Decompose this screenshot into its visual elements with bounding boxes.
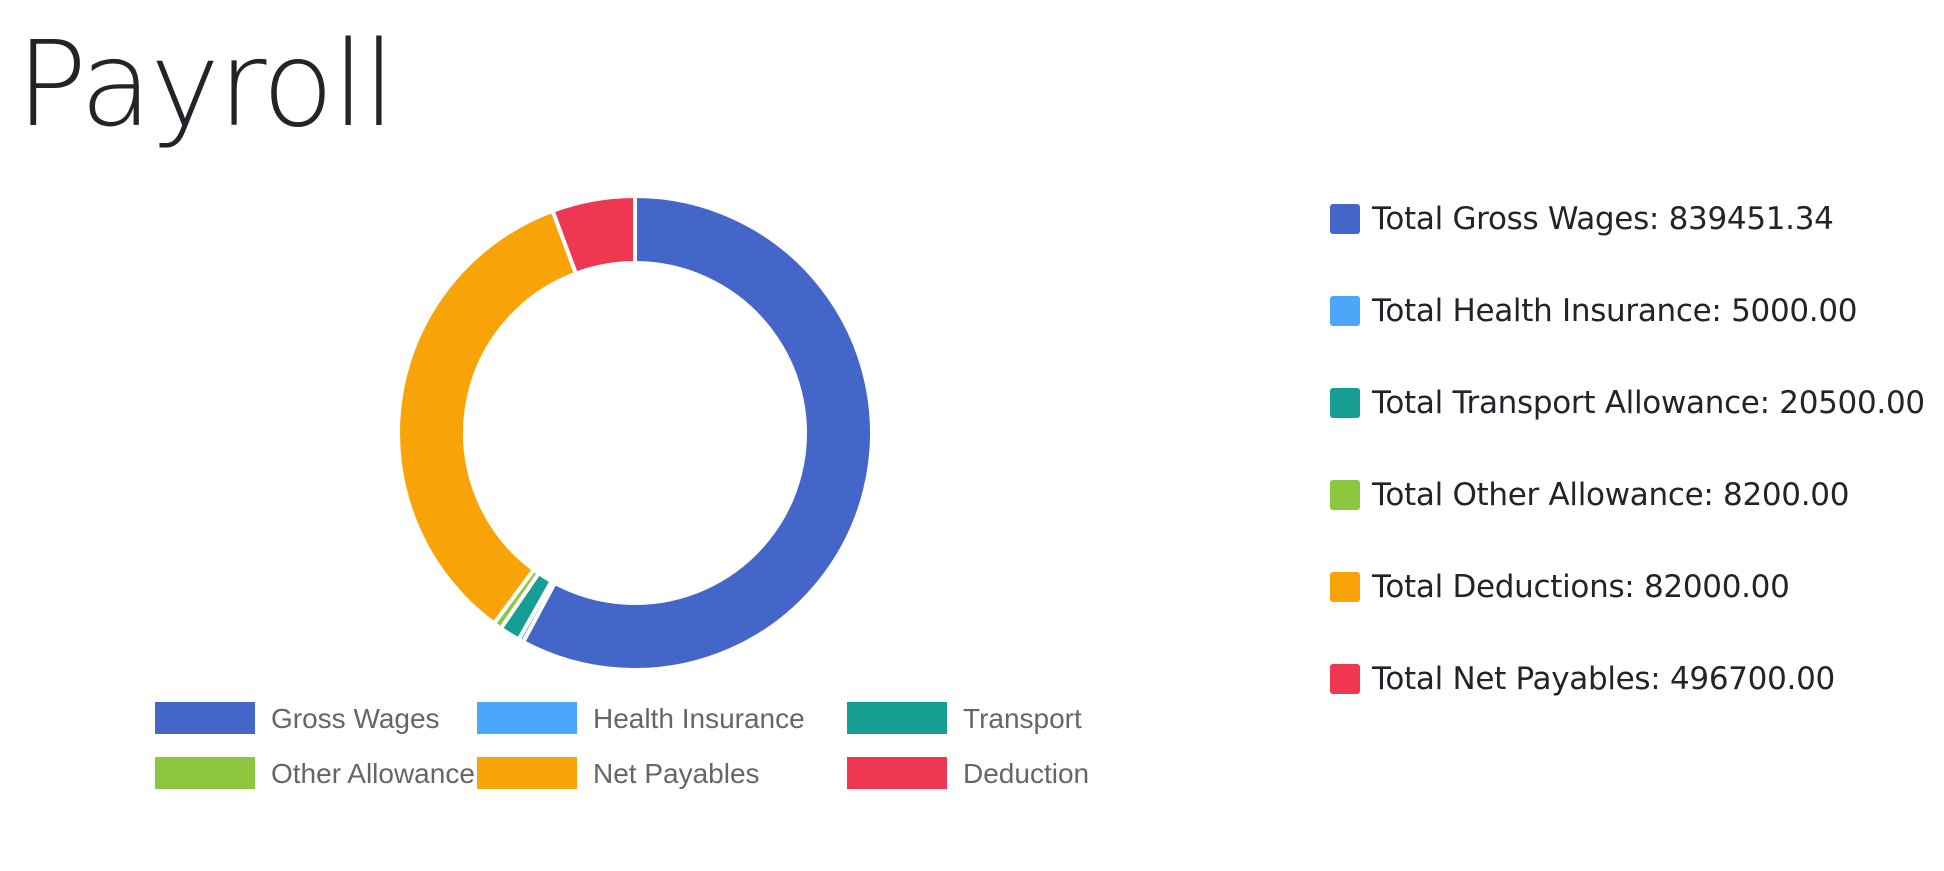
summary-transport-allowance: Total Transport Allowance: 20500.00 <box>1330 380 1930 426</box>
legend-item-deduction[interactable]: Deduction <box>847 757 1089 789</box>
legend-swatch-transport <box>847 702 947 734</box>
chart-canvas: Gross Wages Health Insurance Transport Othe… <box>155 193 1089 789</box>
legend-item-net-payables[interactable]: Net Payables <box>477 757 760 789</box>
summary-net-payables-text: Total Net Payables: 496700.00 <box>1372 661 1835 697</box>
legend-label-deduction: Deduction <box>963 758 1089 789</box>
summary-gross-wages-text: Total Gross Wages: 839451.34 <box>1372 201 1834 237</box>
legend-item-gross-wages[interactable]: Gross Wages <box>155 702 440 734</box>
gross-wages-swatch <box>1330 204 1360 234</box>
legend-swatch-gross-wages <box>155 702 255 734</box>
legend-item-health-insurance[interactable]: Health Insurance <box>477 702 805 734</box>
summary-gross-wages: Total Gross Wages: 839451.34 <box>1330 196 1930 242</box>
other-allowance-swatch <box>1330 480 1360 510</box>
summary-other-allowance-text: Total Other Allowance: 8200.00 <box>1372 477 1850 513</box>
net-payables-swatch <box>1330 664 1360 694</box>
health-insurance-swatch <box>1330 296 1360 326</box>
legend-label-transport: Transport <box>963 703 1082 734</box>
slice-deduction[interactable] <box>550 193 637 277</box>
summary-net-payables: Total Net Payables: 496700.00 <box>1330 656 1930 702</box>
slice-net-payables[interactable] <box>396 208 579 627</box>
summary-health-insurance-text: Total Health Insurance: 5000.00 <box>1372 293 1858 329</box>
summary-deductions: Total Deductions: 82000.00 <box>1330 564 1930 610</box>
slice-gross-wages[interactable] <box>520 193 874 672</box>
legend-label-health-insurance: Health Insurance <box>593 703 805 734</box>
legend-swatch-health-insurance <box>477 702 577 734</box>
legend-label-net-payables: Net Payables <box>593 758 760 789</box>
legend-swatch-other-allowance <box>155 757 255 789</box>
summary-deductions-text: Total Deductions: 82000.00 <box>1372 569 1790 605</box>
transport-allowance-swatch <box>1330 388 1360 418</box>
page-title: Payroll <box>16 15 396 153</box>
legend-swatch-net-payables <box>477 757 577 789</box>
legend-swatch-deduction <box>847 757 947 789</box>
legend-label-other-allowance: Other Allowance <box>271 758 475 789</box>
payroll-doughnut-chart: Gross Wages Health Insurance Transport Othe… <box>0 170 1240 830</box>
chart-legend: Gross Wages Health Insurance Transport Othe… <box>155 702 1089 789</box>
summary-other-allowance: Total Other Allowance: 8200.00 <box>1330 472 1930 518</box>
payroll-summary: Total Gross Wages: 839451.34 Total Healt… <box>1330 196 1930 748</box>
summary-health-insurance: Total Health Insurance: 5000.00 <box>1330 288 1930 334</box>
legend-item-other-allowance[interactable]: Other Allowance <box>155 757 475 789</box>
deductions-swatch <box>1330 572 1360 602</box>
legend-label-gross-wages: Gross Wages <box>271 703 440 734</box>
summary-transport-allowance-text: Total Transport Allowance: 20500.00 <box>1372 385 1925 421</box>
chart-slices <box>396 193 874 672</box>
legend-item-transport[interactable]: Transport <box>847 702 1082 734</box>
